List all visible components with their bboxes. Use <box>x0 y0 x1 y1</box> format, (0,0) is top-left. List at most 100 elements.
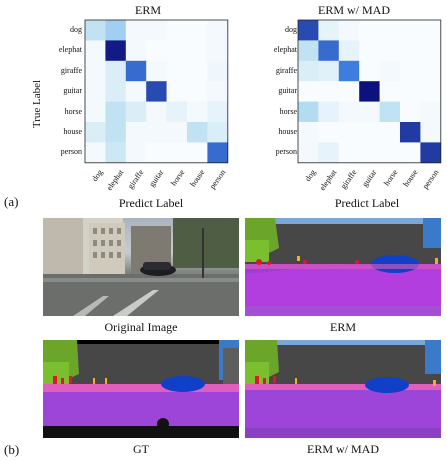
heatmap-cell-giraffe-horse <box>379 60 401 82</box>
heatmap-erm-mad <box>297 19 442 164</box>
heatmap-frame <box>84 19 229 164</box>
heatmap-cell-person-giraffe <box>125 142 147 164</box>
heatmap-cell-elephat-dog <box>85 40 106 62</box>
heatmap-cell-elephat-person <box>207 40 229 62</box>
heatmap-cell-person-horse <box>379 142 401 164</box>
x-axis-label-erm-mad: Predict Label <box>334 196 400 210</box>
heatmap-cell-elephat-guitar <box>146 40 167 62</box>
heatmap-cell-house-dog <box>298 122 319 143</box>
heatmap-cell-dog-giraffe <box>338 20 360 41</box>
heatmap-cell-person-dog <box>298 142 319 164</box>
heatmap-cell-horse-elephat <box>318 101 340 123</box>
caption-gt: GT <box>133 442 149 456</box>
heatmap-cell-house-guitar <box>359 122 380 143</box>
heatmap-cell-person-horse <box>166 142 188 164</box>
heatmap-cell-person-house <box>187 142 208 164</box>
row-tick-label: dog <box>285 25 297 34</box>
heatmap-cell-elephat-house <box>187 40 208 62</box>
heatmap-cell-guitar-giraffe <box>125 81 147 102</box>
heatmap-cell-house-guitar <box>146 122 167 143</box>
heatmap-cell-horse-person <box>207 101 229 123</box>
heatmap-cell-guitar-elephat <box>105 81 127 102</box>
x-axis-label-erm: Predict Label <box>118 196 184 210</box>
heatmap-cell-giraffe-dog <box>85 60 106 82</box>
row-tick-label: horse <box>279 106 297 116</box>
heatmap-cell-elephat-horse <box>379 40 401 62</box>
heatmap-cell-horse-dog <box>298 101 319 123</box>
heatmap-cell-horse-giraffe <box>338 101 360 123</box>
heatmap-cell-guitar-dog <box>85 81 106 102</box>
heatmap-cell-horse-guitar <box>359 101 380 123</box>
heatmap-cell-giraffe-dog <box>298 60 319 82</box>
original-image <box>43 218 239 316</box>
heatmap-cell-person-giraffe <box>338 142 360 164</box>
gt-segmentation-map <box>43 340 239 438</box>
heatmap-cell-person-person <box>207 142 229 164</box>
heatmap-cell-guitar-house <box>400 81 421 102</box>
heatmap-cell-person-person <box>420 142 442 164</box>
row-tick-label: giraffe <box>60 65 82 75</box>
heatmap-cell-giraffe-person <box>420 60 442 82</box>
erm-mad-segmentation <box>245 340 441 438</box>
heatmap-cell-giraffe-person <box>207 60 229 82</box>
heatmap-cell-guitar-guitar <box>146 81 167 102</box>
heatmap-cell-house-giraffe <box>338 122 360 143</box>
panel-a-label: (a) <box>4 194 19 209</box>
heatmap-title-erm: ERM <box>134 3 161 17</box>
row-tick-label: guitar <box>63 86 82 96</box>
heatmap-cell-giraffe-guitar <box>359 60 380 82</box>
heatmap-cell-person-guitar <box>359 142 380 164</box>
row-tick-label: dog <box>70 25 82 34</box>
heatmap-cell-house-house <box>187 122 208 143</box>
heatmap-cell-elephat-giraffe <box>338 40 360 62</box>
heatmap-cell-dog-horse <box>379 20 401 41</box>
row-tick-label: house <box>278 127 297 136</box>
heatmap-cell-elephat-house <box>400 40 421 62</box>
row-tick-label: horse <box>64 106 82 116</box>
heatmap-cell-giraffe-elephat <box>318 60 340 82</box>
erm-mad-segmentation-map <box>245 340 441 438</box>
heatmap-cell-guitar-horse <box>379 81 401 102</box>
panel-b-label: (b) <box>4 442 20 457</box>
heatmap-cell-elephat-dog <box>298 40 319 62</box>
heatmap-cell-dog-horse <box>166 20 188 41</box>
heatmap-cell-guitar-guitar <box>359 81 380 102</box>
heatmap-cell-house-house <box>400 122 421 143</box>
heatmap-cell-dog-person <box>420 20 442 41</box>
heatmap-cell-giraffe-guitar <box>146 60 167 82</box>
heatmap-cell-dog-dog <box>85 20 106 41</box>
heatmap-cell-guitar-person <box>420 81 442 102</box>
row-tick-label: person <box>275 147 297 157</box>
erm-segmentation-map <box>245 218 441 316</box>
heatmap-cell-house-horse <box>166 122 188 143</box>
heatmap-cell-person-elephat <box>318 142 340 164</box>
heatmap-cell-elephat-person <box>420 40 442 62</box>
heatmap-cell-house-dog <box>85 122 106 143</box>
heatmap-cell-dog-guitar <box>146 20 167 41</box>
heatmap-cell-person-house <box>400 142 421 164</box>
heatmap-cell-person-dog <box>85 142 106 164</box>
caption-erm: ERM <box>329 320 356 334</box>
row-tick-label: giraffe <box>275 65 297 75</box>
heatmap-cell-giraffe-house <box>400 60 421 82</box>
heatmap-cell-horse-person <box>420 101 442 123</box>
heatmap-cell-house-person <box>420 122 442 143</box>
heatmap-cell-elephat-horse <box>166 40 188 62</box>
heatmap-cell-horse-house <box>400 101 421 123</box>
street-scene-illustration <box>43 218 239 316</box>
heatmap-cell-guitar-horse <box>166 81 188 102</box>
heatmap-cell-dog-dog <box>298 20 319 41</box>
heatmap-title-erm-mad: ERM w/ MAD <box>317 3 390 17</box>
heatmap-cell-house-person <box>207 122 229 143</box>
row-tick-label: elephat <box>273 45 297 55</box>
heatmap-cell-dog-guitar <box>359 20 380 41</box>
heatmap-cell-giraffe-elephat <box>105 60 127 82</box>
heatmap-cell-dog-elephat <box>105 20 127 41</box>
row-tick-label: person <box>60 147 82 157</box>
row-tick-label: elephat <box>58 45 82 55</box>
heatmap-cell-dog-house <box>187 20 208 41</box>
heatmap-cell-dog-person <box>207 20 229 41</box>
heatmap-cell-elephat-elephat <box>318 40 340 62</box>
heatmap-cell-horse-elephat <box>105 101 127 123</box>
heatmap-cell-horse-giraffe <box>125 101 147 123</box>
